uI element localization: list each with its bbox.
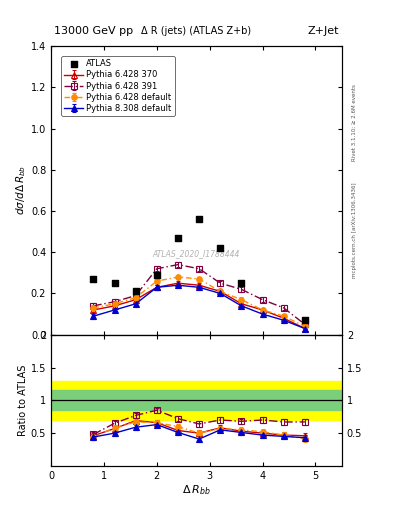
Text: 13000 GeV pp: 13000 GeV pp: [54, 26, 133, 36]
ATLAS: [238, 279, 244, 287]
ATLAS: [154, 271, 160, 279]
Y-axis label: Ratio to ATLAS: Ratio to ATLAS: [18, 365, 28, 436]
Text: Δ R (jets) (ATLAS Z+b): Δ R (jets) (ATLAS Z+b): [141, 26, 252, 36]
Text: ATLAS_2020_I1788444: ATLAS_2020_I1788444: [153, 249, 240, 259]
ATLAS: [132, 287, 139, 295]
ATLAS: [196, 215, 202, 223]
Bar: [51, 391, 342, 410]
ATLAS: [90, 275, 97, 283]
Y-axis label: $d\sigma/d\Delta\,R_{bb}$: $d\sigma/d\Delta\,R_{bb}$: [14, 165, 28, 216]
Text: mcplots.cern.ch [arXiv:1306.3436]: mcplots.cern.ch [arXiv:1306.3436]: [352, 183, 357, 278]
ATLAS: [175, 233, 181, 242]
Text: Z+Jet: Z+Jet: [307, 26, 339, 36]
ATLAS: [111, 279, 118, 287]
Text: Rivet 3.1.10; ≥ 2.6M events: Rivet 3.1.10; ≥ 2.6M events: [352, 84, 357, 161]
Bar: [51, 380, 342, 420]
ATLAS: [302, 316, 308, 325]
X-axis label: $\Delta\,R_{bb}$: $\Delta\,R_{bb}$: [182, 483, 211, 497]
ATLAS: [217, 244, 224, 252]
Legend: ATLAS, Pythia 6.428 370, Pythia 6.428 391, Pythia 6.428 default, Pythia 8.308 de: ATLAS, Pythia 6.428 370, Pythia 6.428 39…: [61, 56, 174, 116]
